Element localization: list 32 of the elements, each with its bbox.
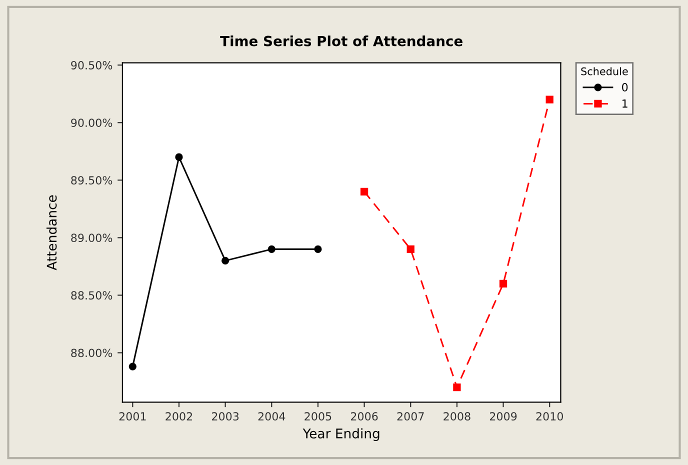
x-tick-label: 2001: [119, 412, 146, 421]
x-tick-label: 2007: [397, 412, 424, 421]
point: [314, 245, 322, 254]
point: [406, 245, 414, 254]
x-tick-label: 2003: [212, 412, 239, 421]
x-tick-label: 2002: [166, 412, 192, 421]
legend-label: 0: [622, 83, 628, 92]
y-tick-label: 88.00%: [71, 348, 112, 358]
point: [360, 188, 368, 196]
y-tick-label: 89.00%: [71, 234, 112, 242]
point: [128, 362, 136, 370]
x-tick-label: 2010: [536, 412, 563, 421]
chart-title: Time Series Plot of Attendance: [220, 36, 462, 46]
y-tick-label: 90.50%: [71, 61, 112, 70]
y-tick-label: 90.00%: [71, 118, 112, 127]
x-axis-title: Year Ending: [302, 428, 380, 442]
x-tick-label: 2009: [490, 412, 517, 421]
point: [221, 256, 230, 265]
x-tick-label: 2008: [444, 412, 470, 421]
x-tick-label: 2006: [350, 412, 378, 421]
y-axis-title: Attendance: [46, 195, 57, 270]
legend-label: 1: [622, 100, 628, 108]
point: [499, 280, 508, 288]
point: [453, 383, 461, 392]
point: [268, 245, 276, 254]
y-tick-label: 89.50%: [71, 176, 112, 185]
point: [175, 153, 183, 161]
point: [546, 96, 554, 104]
legend-title: Schedule: [581, 67, 628, 76]
x-tick-label: 2004: [258, 412, 286, 421]
y-tick-label: 88.50%: [71, 291, 112, 300]
x-tick-label: 2005: [304, 412, 332, 421]
